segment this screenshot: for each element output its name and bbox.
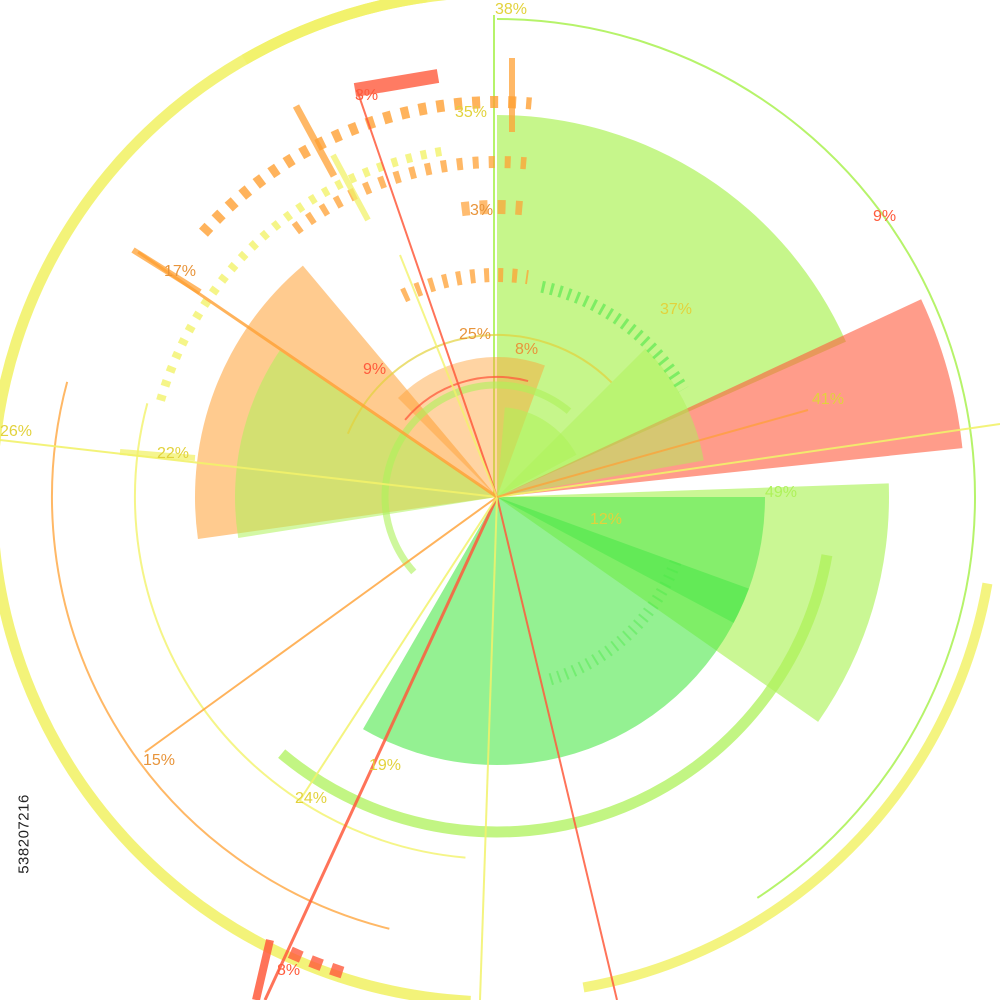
ray-yellow-upper xyxy=(399,254,498,498)
tick-red-bottom xyxy=(252,939,274,1000)
dashed-ring-orange-top xyxy=(460,200,523,217)
dashed-ring-yellow xyxy=(156,145,449,402)
percentage-label: 9% xyxy=(363,361,386,378)
percentage-label: 22% xyxy=(157,445,189,462)
percentage-label: 19% xyxy=(369,757,401,774)
dashed-ring-orange-small xyxy=(400,268,529,303)
percentage-label: 8% xyxy=(515,341,538,358)
tick-orange-1 xyxy=(292,104,338,178)
outer-ring-top xyxy=(241,0,448,65)
tick-yellow-1 xyxy=(330,153,371,222)
percentage-label: 9% xyxy=(873,208,896,225)
ring-lime-inner xyxy=(278,554,833,838)
ray-yellow-lower-left xyxy=(299,496,498,801)
wedge-lime-top xyxy=(497,115,846,497)
wedge-olive-left xyxy=(235,350,498,538)
tick-orange-3 xyxy=(131,247,202,295)
ring-orange-thin xyxy=(51,381,390,930)
percentage-label: 49% xyxy=(765,484,797,501)
ray-red-bottom xyxy=(263,496,499,1000)
tick-yellow-2 xyxy=(119,449,196,461)
tick-red-top xyxy=(353,69,440,97)
ray-red-bottom-right xyxy=(496,496,618,1000)
outer-ring-bottom-right xyxy=(582,582,993,993)
ray-yellow-right xyxy=(496,423,1000,498)
wedge-green-bottom xyxy=(363,497,749,765)
ray-red-top xyxy=(356,89,498,498)
percentage-label: 37% xyxy=(660,301,692,318)
percentage-label: 26% xyxy=(0,423,32,440)
wedge-lime-mid xyxy=(497,348,704,497)
dashed-ring-green xyxy=(540,280,689,393)
percentage-label: 8% xyxy=(277,962,300,979)
stock-id-text: 538207216 xyxy=(15,794,33,874)
percentage-label: 17% xyxy=(164,263,196,280)
percentage-label: 35% xyxy=(455,104,487,121)
percentage-label: 3% xyxy=(470,202,493,219)
dashed-ring-orange xyxy=(199,96,532,237)
wedge-lime-center xyxy=(497,407,577,497)
outer-ring-left xyxy=(0,0,471,1000)
percentage-label: 38% xyxy=(495,1,527,18)
ring-lime-small xyxy=(381,381,572,575)
percentage-label: 3% xyxy=(355,87,378,104)
percentage-label: 15% xyxy=(143,752,175,769)
ray-yellow-bottom xyxy=(479,496,498,1000)
percentage-label: 25% xyxy=(459,326,491,343)
ring-red-small xyxy=(404,376,529,421)
ray-orange-lower-left xyxy=(144,496,498,753)
stock-image-id: 538207216 xyxy=(10,768,38,900)
percentage-label: 24% xyxy=(295,790,327,807)
ring-yellow-small xyxy=(346,334,613,435)
ring-yellow-thin xyxy=(134,403,466,859)
ray-orange-right xyxy=(496,409,809,498)
ray-yellow-left xyxy=(0,439,498,498)
percentage-label: 41% xyxy=(812,391,844,408)
percentage-label: 12% xyxy=(590,511,622,528)
outer-ring-right-thin xyxy=(496,18,976,899)
dashed-ring-red xyxy=(283,944,345,979)
